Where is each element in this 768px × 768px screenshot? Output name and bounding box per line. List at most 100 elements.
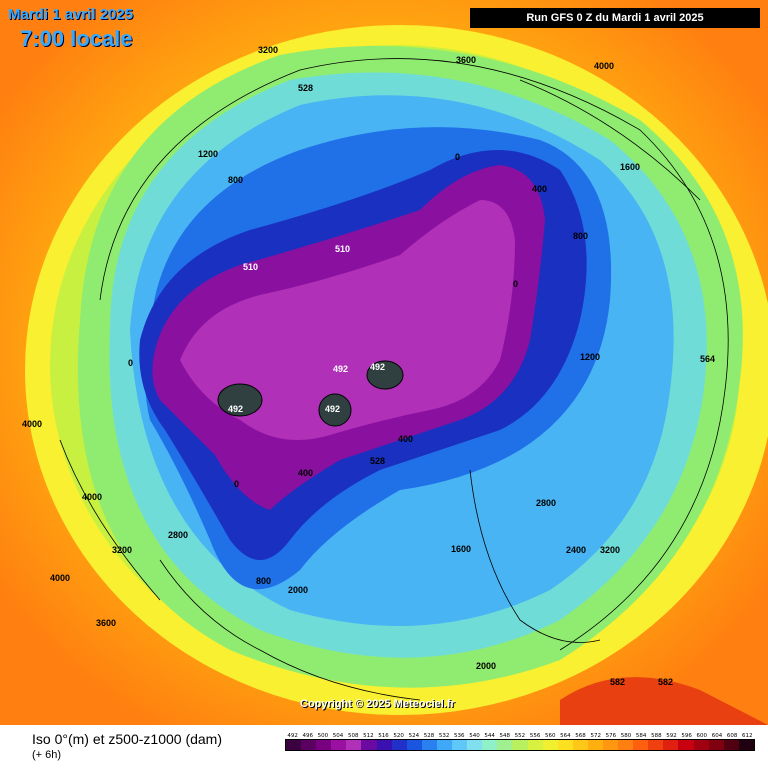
weather-map: 492 492 492 492 510 510 528 528 582 582 … <box>0 0 768 725</box>
scale-label: 492 <box>287 733 298 739</box>
scale-swatch <box>663 740 679 750</box>
scale-swatch <box>693 740 709 750</box>
scale-swatch <box>602 740 619 750</box>
label-iso0-c: 0 <box>513 279 518 289</box>
scale-swatch <box>648 740 664 750</box>
legend-subtitle: (+ 6h) <box>32 749 62 761</box>
forecast-date: Mardi 1 avril 2025 <box>8 6 134 23</box>
label-528-b: 528 <box>370 456 385 466</box>
scale-label: 540 <box>469 733 480 739</box>
scale-swatch <box>557 740 573 750</box>
forecast-time: 7:00 locale <box>20 26 133 51</box>
scale-label: 592 <box>666 733 677 739</box>
label-iso400-b: 400 <box>298 468 313 478</box>
label-iso1200-a: 1200 <box>198 149 218 159</box>
run-info: Run GFS 0 Z du Mardi 1 avril 2025 <box>470 8 760 28</box>
scale-label: 600 <box>696 733 708 739</box>
scale-swatch <box>421 740 437 750</box>
scale-label: 572 <box>590 733 601 739</box>
scale-label: 504 <box>332 733 344 739</box>
core-492-3 <box>366 360 404 390</box>
scale-label: 500 <box>317 733 329 739</box>
scale-swatch <box>436 740 453 750</box>
scale-label: 568 <box>575 733 586 739</box>
legend-footer: Iso 0°(m) et z500-z1000 (dam) (+ 6h) 492… <box>0 725 768 768</box>
scale-swatch <box>723 740 739 750</box>
label-iso4000-b: 4000 <box>50 573 70 583</box>
label-528-a: 528 <box>298 83 313 93</box>
scale-label: 512 <box>363 733 374 739</box>
scale-labels: 492 496 500 504 508 512 516 520 524 528 532 536 540 5… <box>285 733 755 739</box>
scale-swatch <box>587 740 603 750</box>
scale-label: 496 <box>302 733 313 739</box>
band-magenta <box>180 200 515 440</box>
contour-lines <box>59 58 729 701</box>
label-iso2800-b: 2800 <box>168 530 188 540</box>
label-iso3200-b: 3200 <box>600 545 620 555</box>
scale-swatch <box>512 740 528 750</box>
scale-swatch <box>497 740 513 750</box>
label-510-b: 510 <box>335 244 350 254</box>
scale-bar <box>285 739 755 751</box>
label-510-a: 510 <box>243 262 258 272</box>
label-iso0-b: 0 <box>234 479 239 489</box>
label-582-b: 582 <box>658 677 673 687</box>
copyright: Copyright © 2025 Meteociel.fr <box>300 698 455 710</box>
label-iso400-c: 400 <box>532 184 547 194</box>
label-iso2000-a: 2000 <box>288 585 308 595</box>
scale-label: 612 <box>742 733 753 739</box>
label-iso1600-a: 1600 <box>620 162 640 172</box>
scale-swatch <box>376 740 392 750</box>
label-582-a: 582 <box>610 677 625 687</box>
legend-title: Iso 0°(m) et z500-z1000 (dam) <box>32 731 223 747</box>
scale-swatch <box>678 740 694 750</box>
label-iso400-a: 400 <box>398 434 413 444</box>
hot-patch <box>560 677 768 725</box>
label-iso3600-b: 3600 <box>96 618 116 628</box>
label-iso0-a: 0 <box>128 358 133 368</box>
label-iso2400-a: 2400 <box>566 545 586 555</box>
label-iso2800-a: 2800 <box>536 498 556 508</box>
scale-swatch <box>482 740 498 750</box>
color-scale: 492 496 500 504 508 512 516 520 524 528 532 536 540 5… <box>285 733 755 751</box>
label-iso1600-b: 1600 <box>451 544 471 554</box>
scale-label: 596 <box>681 733 692 739</box>
label-iso3600-a: 3600 <box>456 55 476 65</box>
scale-swatch <box>542 740 558 750</box>
label-492-d: 492 <box>325 404 340 414</box>
scale-swatch <box>572 740 588 750</box>
scale-swatch <box>301 740 317 750</box>
scale-swatch <box>286 740 302 750</box>
scale-swatch <box>467 740 483 750</box>
scale-swatch <box>452 740 468 750</box>
label-492-a: 492 <box>333 364 348 374</box>
scale-label: 508 <box>347 733 359 739</box>
label-iso4000-a: 4000 <box>82 492 102 502</box>
map-labels: 492 492 492 492 510 510 528 528 582 582 … <box>22 45 715 687</box>
scale-swatch <box>346 740 362 750</box>
scale-label: 604 <box>711 733 723 739</box>
scale-label: 584 <box>635 733 647 739</box>
scale-label: 536 <box>454 733 465 739</box>
label-492-c: 492 <box>228 404 243 414</box>
label-iso4000-c: 4000 <box>594 61 614 71</box>
core-492-2 <box>318 393 352 427</box>
label-iso4000-d: 4000 <box>22 419 42 429</box>
scale-label: 552 <box>514 733 526 739</box>
scale-swatch <box>708 740 724 750</box>
label-iso0-d: 0 <box>455 152 460 162</box>
scale-label: 564 <box>560 733 571 739</box>
label-492-b: 492 <box>370 362 385 372</box>
scale-label: 532 <box>438 733 450 739</box>
scale-label: 556 <box>529 733 541 739</box>
scale-label: 588 <box>651 733 662 739</box>
scale-label: 580 <box>620 733 632 739</box>
label-iso1200-b: 1200 <box>580 352 600 362</box>
label-iso2000-b: 2000 <box>476 661 496 671</box>
scale-label: 608 <box>726 733 738 739</box>
label-iso800-a: 800 <box>256 576 271 586</box>
label-iso800-b: 800 <box>573 231 588 241</box>
label-iso3200-a: 3200 <box>112 545 132 555</box>
scale-swatch <box>406 740 422 750</box>
scale-swatch <box>618 740 634 750</box>
